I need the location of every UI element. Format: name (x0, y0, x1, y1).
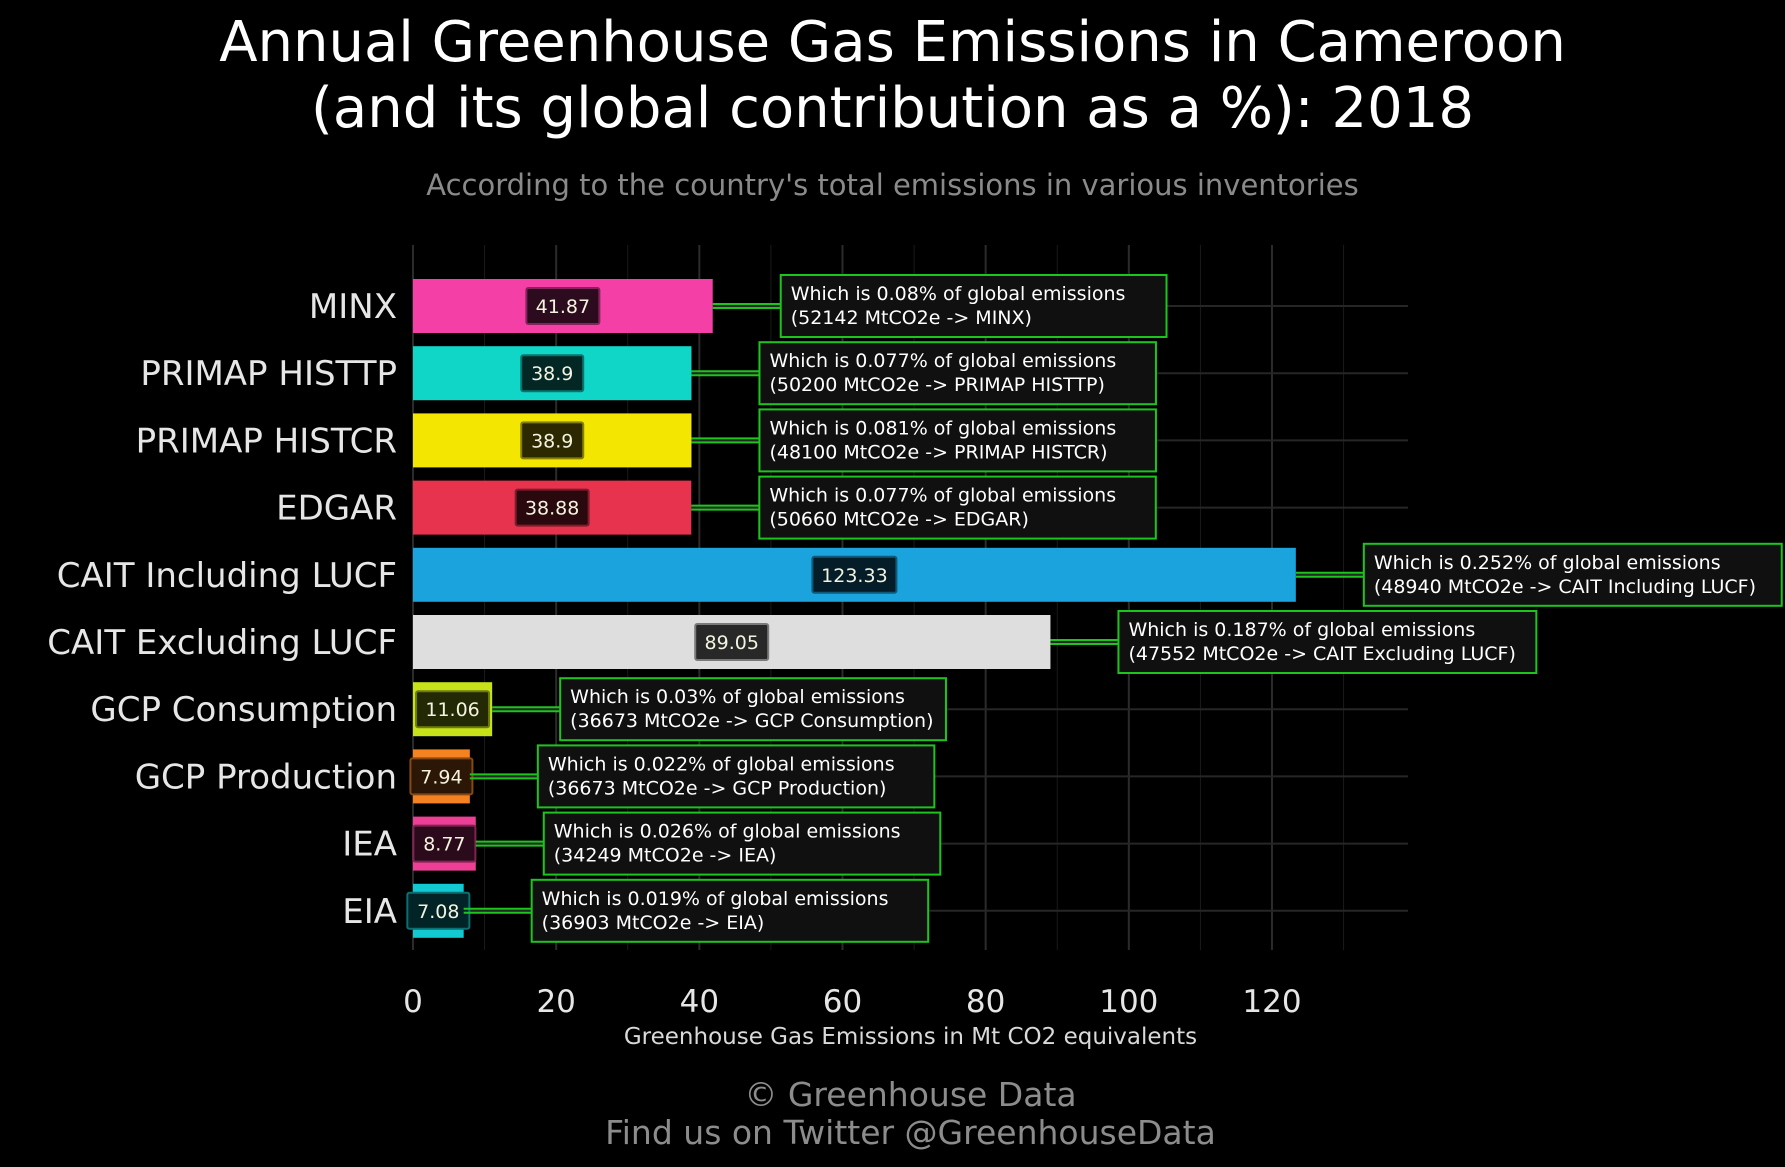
value-label-box (811, 555, 898, 594)
chart-title-line1: Annual Greenhouse Gas Emissions in Camer… (219, 10, 1566, 75)
value-label: 41.87 (536, 296, 590, 318)
annotation-box (1362, 542, 1783, 607)
annotation-box (1117, 610, 1538, 674)
x-tick-label: 120 (1242, 984, 1301, 1020)
x-tick-label: 20 (536, 984, 575, 1020)
annotation-line2: (47552 MtCO2e -> CAIT Excluding LUCF) (1128, 643, 1515, 665)
value-label: 38.88 (525, 498, 579, 520)
category-label: MINX (309, 287, 397, 327)
value-label: 38.9 (531, 430, 573, 452)
annotation-line2: (36903 MtCO2e -> EIA) (542, 912, 765, 934)
annotation-line2: (36673 MtCO2e -> GCP Production) (548, 777, 887, 799)
category-label: CAIT Excluding LUCF (47, 623, 397, 663)
annotation-line1: Which is 0.077% of global emissions (769, 485, 1116, 507)
value-label-box (412, 824, 477, 863)
chart-title: Annual Greenhouse Gas Emissions in Camer… (0, 10, 1785, 142)
value-label: 38.9 (531, 363, 573, 385)
value-label-box (520, 354, 585, 393)
axes: 0 20 40 60 80 100 120 MINX PRIMAP HISTTP PRIMAP H… (47, 287, 1301, 1020)
value-label-box (520, 421, 585, 460)
category-label: PRIMAP HISTTP (140, 354, 397, 394)
value-label: 89.05 (705, 632, 759, 654)
value-label: 8.77 (423, 834, 465, 856)
category-label: EIA (342, 892, 397, 932)
value-label-box (415, 690, 491, 729)
annotation-box (559, 677, 947, 742)
value-label: 7.94 (420, 766, 462, 788)
annotation-line1: Which is 0.077% of global emissions (769, 350, 1116, 372)
annotations: Which is 0.08% of global emissions(52142… (463, 274, 1783, 943)
category-label: GCP Consumption (90, 690, 397, 730)
annotation-line2: (36673 MtCO2e -> GCP Consumption) (570, 710, 933, 732)
annotation-line1: Which is 0.019% of global emissions (542, 888, 889, 910)
value-label-box (525, 287, 601, 325)
caption-copyright: © Greenhouse Data (744, 1075, 1077, 1114)
annotation-line1: Which is 0.026% of global emissions (554, 821, 901, 843)
x-tick-label: 60 (823, 984, 862, 1020)
chart-title-line2: (and its global contribution as a %): 20… (311, 76, 1474, 141)
annotation-line2: (52142 MtCO2e -> MINX) (791, 307, 1032, 329)
x-axis-label: Greenhouse Gas Emissions in Mt CO2 equiv… (623, 1024, 1198, 1050)
x-tick-label: 0 (403, 984, 423, 1020)
x-tick-label: 40 (680, 984, 719, 1020)
annotation-line2: (48940 MtCO2e -> CAIT Including LUCF) (1374, 576, 1756, 598)
annotation-line2: (48100 MtCO2e -> PRIMAP HISTCR) (769, 441, 1107, 463)
annotation-line2: (50200 MtCO2e -> PRIMAP HISTTP) (769, 374, 1104, 396)
annotation-line1: Which is 0.081% of global emissions (769, 417, 1116, 439)
bars: 41.87 38.9 38.9 38.88 123.33 89.05 11.06 7.94 8.… (406, 279, 1296, 938)
value-label-box (514, 488, 590, 527)
value-label: 11.06 (425, 699, 479, 721)
x-tick-label: 80 (966, 984, 1005, 1020)
annotation-line1: Which is 0.08% of global emissions (791, 283, 1126, 305)
annotation-box (530, 878, 930, 943)
annotation-box (758, 475, 1157, 540)
value-label-box (406, 891, 471, 930)
annotation-line2: (34249 MtCO2e -> IEA) (554, 845, 777, 867)
annotation-box (758, 408, 1157, 473)
x-tick-label: 100 (1099, 984, 1158, 1020)
annotation-box (758, 341, 1157, 406)
chart-subtitle: According to the country's total emissio… (426, 168, 1359, 202)
value-label: 123.33 (821, 565, 887, 587)
value-label-box (409, 757, 474, 796)
annotation-box (536, 744, 936, 809)
category-label: EDGAR (276, 489, 397, 529)
category-label: PRIMAP HISTCR (136, 421, 397, 461)
category-label: CAIT Including LUCF (57, 556, 397, 596)
annotation-line2: (50660 MtCO2e -> EDGAR) (769, 509, 1029, 531)
caption-twitter: Find us on Twitter @GreenhouseData (605, 1113, 1216, 1152)
category-label: IEA (342, 825, 397, 865)
annotation-box (779, 274, 1168, 338)
annotation-line1: Which is 0.187% of global emissions (1128, 619, 1475, 641)
value-label-box (694, 623, 770, 661)
annotation-line1: Which is 0.03% of global emissions (570, 686, 905, 708)
annotation-box (542, 811, 942, 876)
category-label: GCP Production (135, 757, 397, 797)
annotation-line1: Which is 0.252% of global emissions (1374, 552, 1721, 574)
annotation-line1: Which is 0.022% of global emissions (548, 753, 895, 775)
value-label: 7.08 (417, 901, 459, 923)
